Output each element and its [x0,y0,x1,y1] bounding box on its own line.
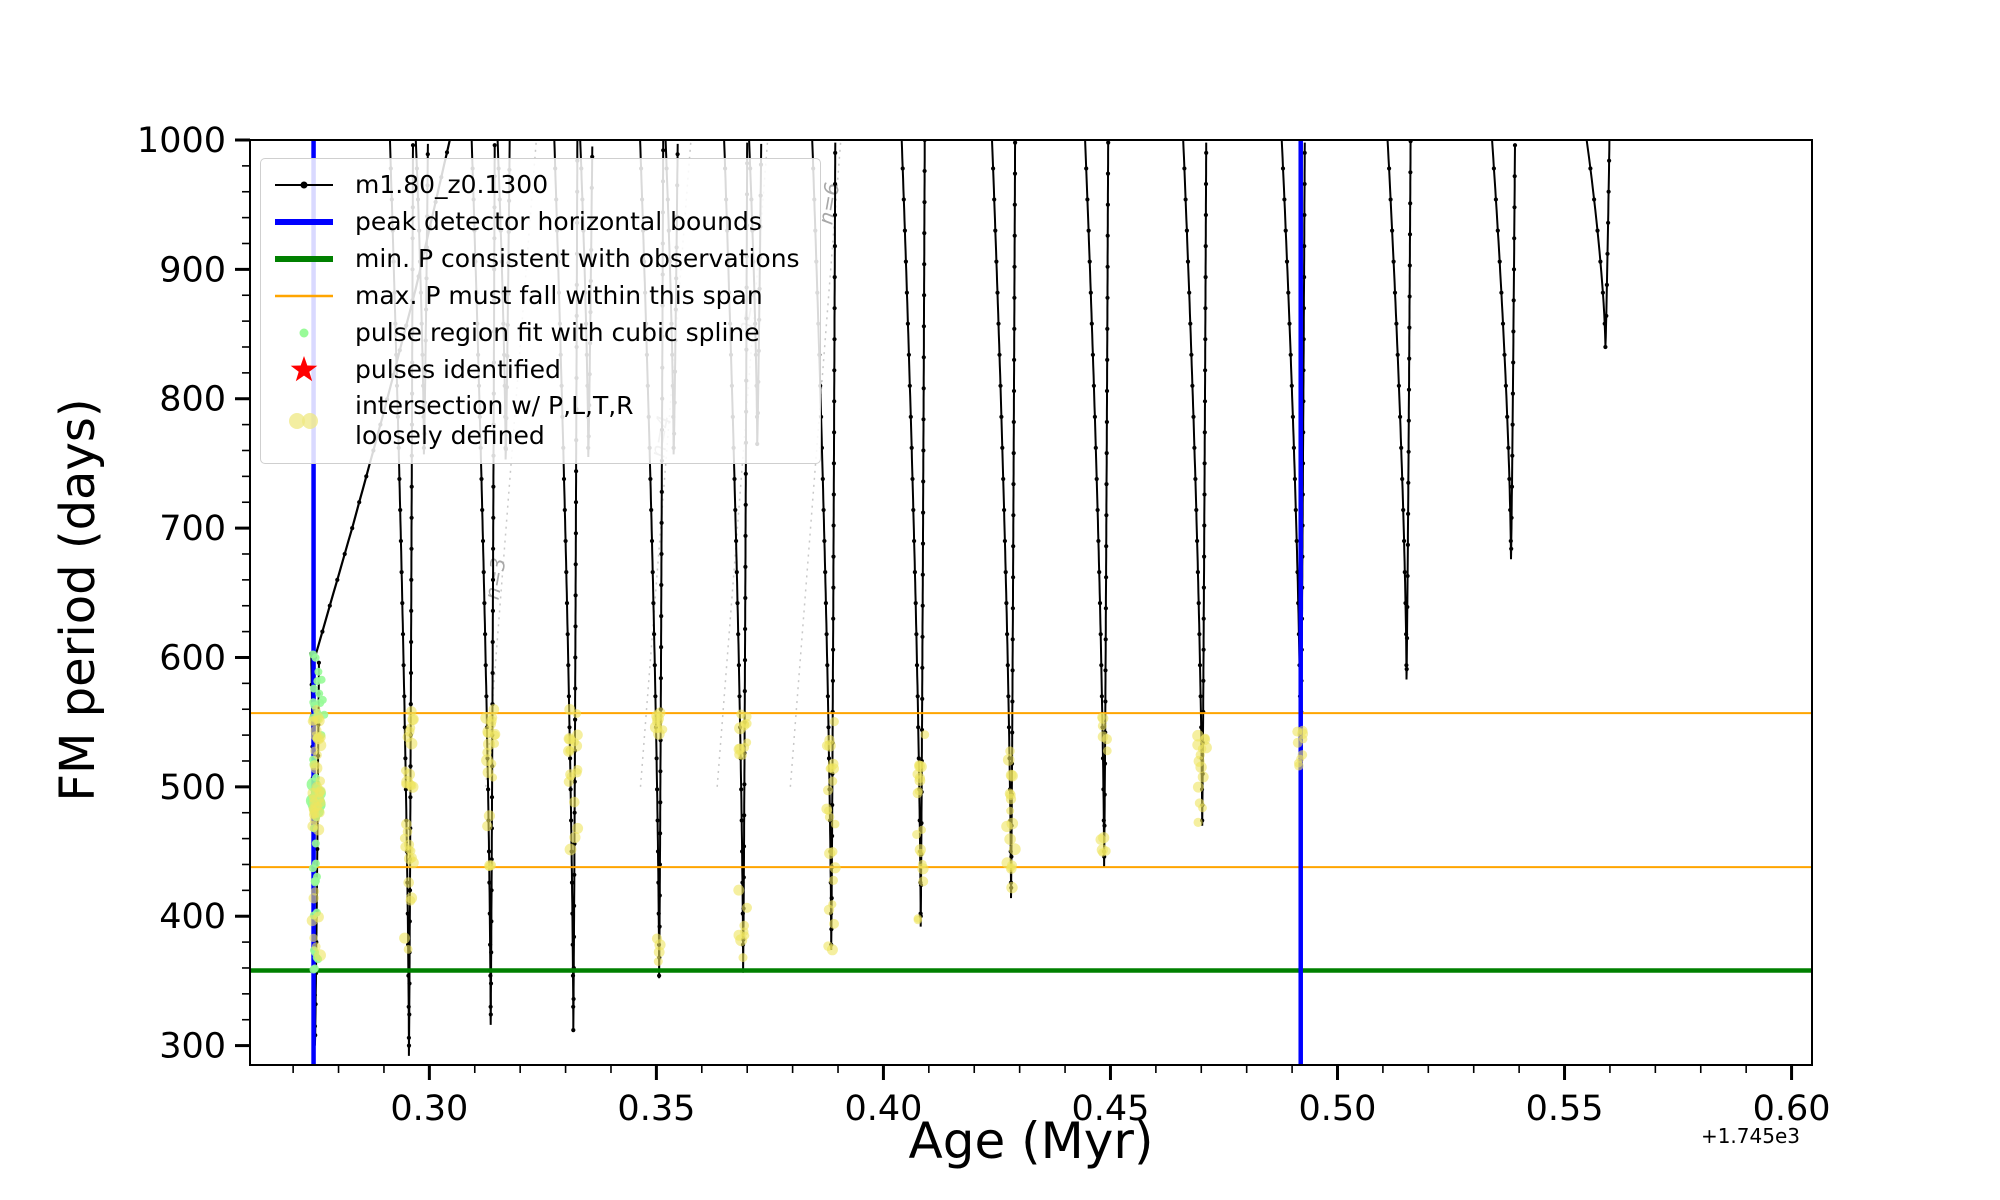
legend-item-intersection: intersection w/ P,L,T,R loosely defined [271,391,800,451]
legend-item-peak-bounds: peak detector horizontal bounds [271,206,800,238]
legend-label: pulses identified [355,355,561,384]
legend-label: min. P consistent with observations [355,244,800,273]
intersection-points [306,704,1308,966]
y-tick-label: 400 [159,897,226,937]
overtone-line [789,140,842,787]
x-tick-label: 0.50 [1299,1089,1377,1129]
x-tick-label: 0.30 [390,1089,468,1129]
legend-label: peak detector horizontal bounds [355,207,762,236]
y-tick-label: 300 [159,1027,226,1067]
legend-label: intersection w/ P,L,T,R loosely defined [355,391,634,450]
legend-item-pulses: pulses identified [271,354,800,386]
pulse-spike [1084,140,1110,868]
x-tick-label: 0.40 [844,1089,922,1129]
legend: m1.80_z0.1300 peak detector horizontal b… [260,158,821,464]
legend-marker-star-icon [290,356,318,382]
legend-marker-thick-line-icon [275,219,333,225]
legend-label: m1.80_z0.1300 [355,170,549,199]
y-axis-label: FM period (days) [50,398,106,802]
legend-item-track: m1.80_z0.1300 [271,169,800,201]
y-tick-label: 500 [159,768,226,808]
pulse-spike [1182,140,1208,826]
x-tick-label: 0.45 [1071,1089,1149,1129]
x-axis-offset-label: +1.745e3 [1700,1124,1800,1148]
y-tick-label: 700 [159,509,226,549]
pulse-spike [900,140,926,927]
axes: 0.30 0.35 0.40 0.45 0.50 0.55 0.60 300 400 500 600… [137,121,1831,1129]
legend-item-max-span: max. P must fall within this span [271,280,800,312]
x-axis-label: Age (Myr) [908,1112,1154,1170]
y-tick-label: 1000 [137,121,226,161]
legend-label: max. P must fall within this span [355,281,763,310]
y-tick-label: 800 [159,380,226,420]
legend-marker-thin-line-icon [275,294,333,298]
legend-marker-double-dot-icon [289,413,318,429]
x-tick-label: 0.55 [1526,1089,1604,1129]
legend-marker-thick-line-icon [275,256,333,262]
plot-border [249,139,1813,1066]
pulse-spike [1491,140,1516,560]
x-tick-label: 0.35 [617,1089,695,1129]
legend-item-min-period: min. P consistent with observations [271,243,800,275]
x-tick-label: 0.60 [1753,1089,1831,1129]
legend-item-spline-fit: pulse region fit with cubic spline [271,317,800,349]
pulse-spike [1386,140,1412,680]
pulse-spike [990,140,1017,899]
legend-marker-line-dot-icon [275,181,333,189]
legend-label: pulse region fit with cubic spline [355,318,760,347]
legend-marker-dot-icon [299,328,309,338]
y-tick-label: 900 [159,250,226,290]
y-tick-label: 600 [159,638,226,678]
horizontal-bounds [250,712,1812,973]
